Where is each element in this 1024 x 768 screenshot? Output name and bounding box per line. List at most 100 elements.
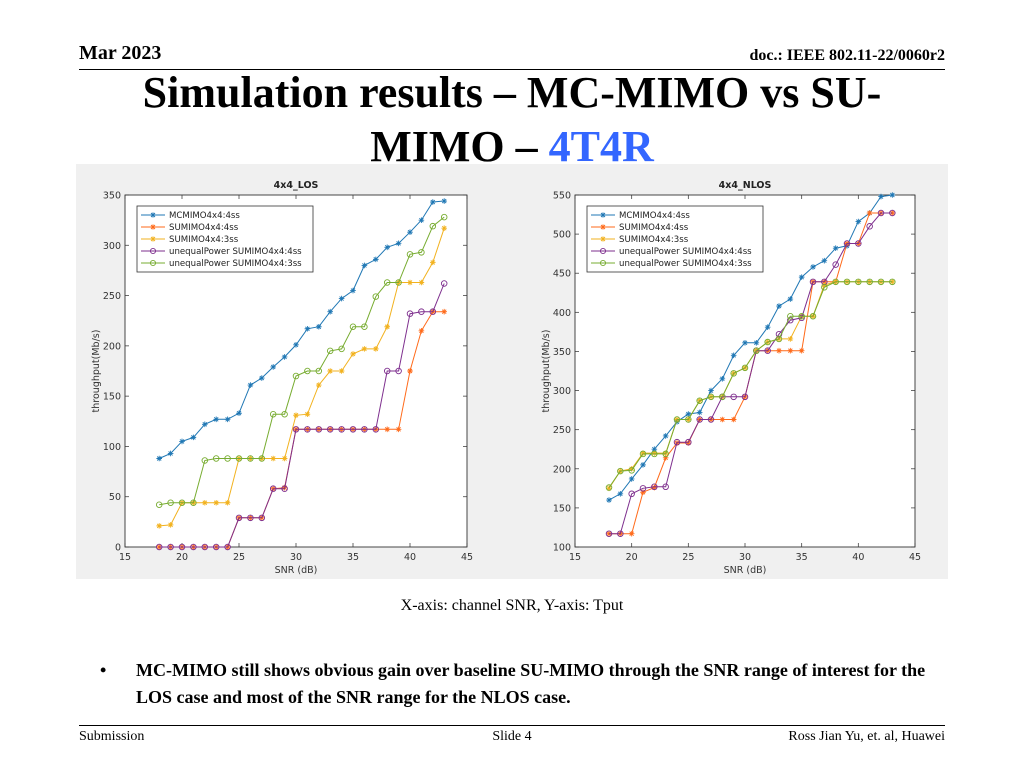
x-axis-label: SNR (dB) <box>724 565 767 576</box>
data-point <box>212 543 220 551</box>
footer-author: Ross Jian Yu, et. al, Huawei <box>788 729 945 744</box>
data-point <box>349 426 357 433</box>
series-line <box>609 212 893 535</box>
data-point <box>201 457 209 464</box>
data-point <box>326 426 334 433</box>
data-point <box>304 367 311 375</box>
title-line-2-accent: 4T4R <box>548 122 654 171</box>
data-point <box>429 222 437 230</box>
data-point <box>787 347 794 354</box>
data-point <box>832 278 839 286</box>
data-point <box>155 501 163 509</box>
y-tick-label: 350 <box>103 191 121 202</box>
data-point <box>685 440 692 446</box>
legend-marker <box>600 236 606 242</box>
y-tick-label: 150 <box>103 392 121 403</box>
data-point <box>212 455 220 462</box>
data-point <box>889 278 896 286</box>
data-point <box>350 287 356 294</box>
x-tick-label: 45 <box>909 552 921 563</box>
data-point <box>281 455 288 462</box>
data-point <box>696 416 703 423</box>
x-tick-label: 35 <box>347 552 359 563</box>
data-point <box>270 455 276 462</box>
data-point <box>605 530 613 537</box>
series-3-group <box>155 280 448 551</box>
data-point <box>395 367 402 375</box>
x-tick-label: 30 <box>290 552 302 563</box>
y-tick-label: 100 <box>103 442 121 453</box>
series-4-group <box>155 213 448 509</box>
data-point <box>281 485 288 492</box>
data-point <box>821 284 828 291</box>
footer-divider <box>79 725 945 726</box>
data-point <box>696 409 703 416</box>
data-point <box>384 323 390 330</box>
y-tick-label: 450 <box>553 269 571 280</box>
data-point <box>338 345 345 353</box>
data-point <box>798 274 805 280</box>
chart-0: 4x4_LOS 0 50 100 150 200 250 300 350 15 20 25 30 35 40… <box>91 180 473 576</box>
data-point <box>270 364 276 370</box>
data-point <box>640 450 646 456</box>
data-point <box>787 336 794 342</box>
data-point <box>247 455 254 462</box>
data-point <box>673 438 681 446</box>
legend-marker <box>599 247 607 255</box>
data-point <box>764 338 771 346</box>
data-point <box>247 382 254 388</box>
y-axis-label: throughput(Mb/s) <box>541 330 552 413</box>
data-point <box>640 489 646 496</box>
y-tick-label: 550 <box>553 191 571 202</box>
data-point <box>201 543 209 551</box>
data-point <box>798 312 805 320</box>
data-point <box>640 462 646 468</box>
data-point <box>628 490 635 498</box>
footer-left: Submission <box>79 729 145 744</box>
footer-slide-number: Slide 4 <box>492 729 532 744</box>
data-point <box>787 312 794 320</box>
data-point <box>708 387 714 394</box>
data-point <box>361 346 368 352</box>
data-point <box>361 426 368 433</box>
data-point <box>384 426 390 433</box>
data-point <box>430 199 436 205</box>
series-line <box>159 216 445 506</box>
data-point <box>719 393 726 401</box>
data-point <box>889 279 896 285</box>
data-point <box>855 240 862 247</box>
y-tick-label: 250 <box>553 425 571 436</box>
data-point <box>178 543 186 551</box>
data-point <box>156 523 162 529</box>
data-point <box>776 303 782 309</box>
y-axis-label: throughput(Mb/s) <box>91 330 102 413</box>
y-tick-label: 100 <box>553 543 571 554</box>
data-point <box>190 499 197 506</box>
y-tick-label: 500 <box>553 230 571 241</box>
data-point <box>315 426 323 433</box>
data-point <box>293 412 299 419</box>
legend-label: MCMIMO4x4:4ss <box>169 211 240 221</box>
data-point <box>167 522 174 528</box>
data-point <box>742 340 748 346</box>
data-point <box>764 324 771 330</box>
data-point <box>673 416 681 423</box>
series-4-group <box>605 278 896 491</box>
data-point <box>373 256 379 263</box>
data-point <box>327 368 333 374</box>
data-point <box>719 376 726 382</box>
chart-title: 4x4_LOS <box>274 180 319 191</box>
data-point <box>651 446 658 453</box>
data-point <box>730 370 737 377</box>
y-tick-label: 150 <box>553 503 571 514</box>
data-point <box>441 198 447 204</box>
legend-box <box>586 205 764 273</box>
data-point <box>707 393 715 401</box>
legend-label: unequalPower SUMIMO4x4:4ss <box>169 247 302 257</box>
data-point <box>167 543 174 551</box>
data-point <box>877 209 885 217</box>
data-point <box>617 530 624 537</box>
data-point <box>349 323 357 330</box>
x-tick-label: 15 <box>569 552 581 563</box>
data-point <box>889 209 896 217</box>
